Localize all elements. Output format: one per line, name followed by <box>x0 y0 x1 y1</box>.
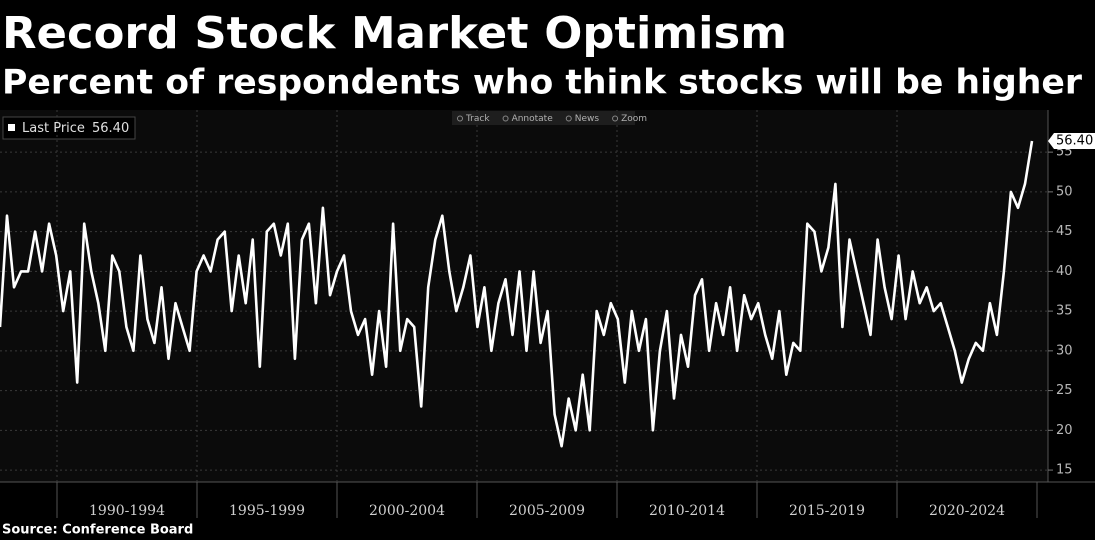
x-band-label: 2005-2009 <box>509 503 585 519</box>
last-price-box <box>1048 133 1095 149</box>
chart-title: Record Stock Market Optimism <box>2 8 787 59</box>
plot-area <box>0 110 1048 482</box>
toolbar-icon <box>502 115 509 122</box>
x-band-label: 1995-1999 <box>229 503 305 519</box>
y-tick-label: 50 <box>1056 184 1073 199</box>
legend-label: Last Price <box>22 121 85 136</box>
y-tick-label: 15 <box>1056 463 1073 478</box>
toolbar-icon <box>565 115 572 122</box>
x-band-label: 1990-1994 <box>89 503 165 519</box>
series-line <box>0 140 1034 448</box>
x-band-label: 2010-2014 <box>649 503 725 519</box>
source: Source: Conference Board <box>2 523 193 538</box>
toolbar-button[interactable]: Zoom <box>621 114 647 124</box>
toolbar-button[interactable]: News <box>575 114 600 124</box>
toolbar-button[interactable]: Annotate <box>512 114 554 124</box>
y-tick-label: 20 <box>1056 423 1073 438</box>
y-tick-label: 30 <box>1056 343 1073 358</box>
chart-subtitle: Percent of respondents who think stocks … <box>2 63 1082 103</box>
y-tick-label: 35 <box>1056 304 1073 319</box>
x-band-label: 2000-2004 <box>369 503 445 519</box>
legend-box <box>2 116 136 140</box>
last-price-label: 56.40 <box>1056 134 1093 149</box>
toolbar-icon <box>457 115 463 122</box>
toolbar-button[interactable]: Track <box>465 114 490 124</box>
y-tick-label: 25 <box>1056 383 1073 398</box>
x-band-label: 2015-2019 <box>789 503 865 519</box>
legend-value: 56.40 <box>92 121 129 136</box>
y-tick-label: 40 <box>1056 264 1073 279</box>
toolbar <box>452 111 635 125</box>
toolbar-icon <box>612 115 619 122</box>
x-band-label: 2020-2024 <box>929 503 1005 519</box>
legend-swatch <box>8 124 15 131</box>
y-tick-label: 45 <box>1056 224 1073 239</box>
